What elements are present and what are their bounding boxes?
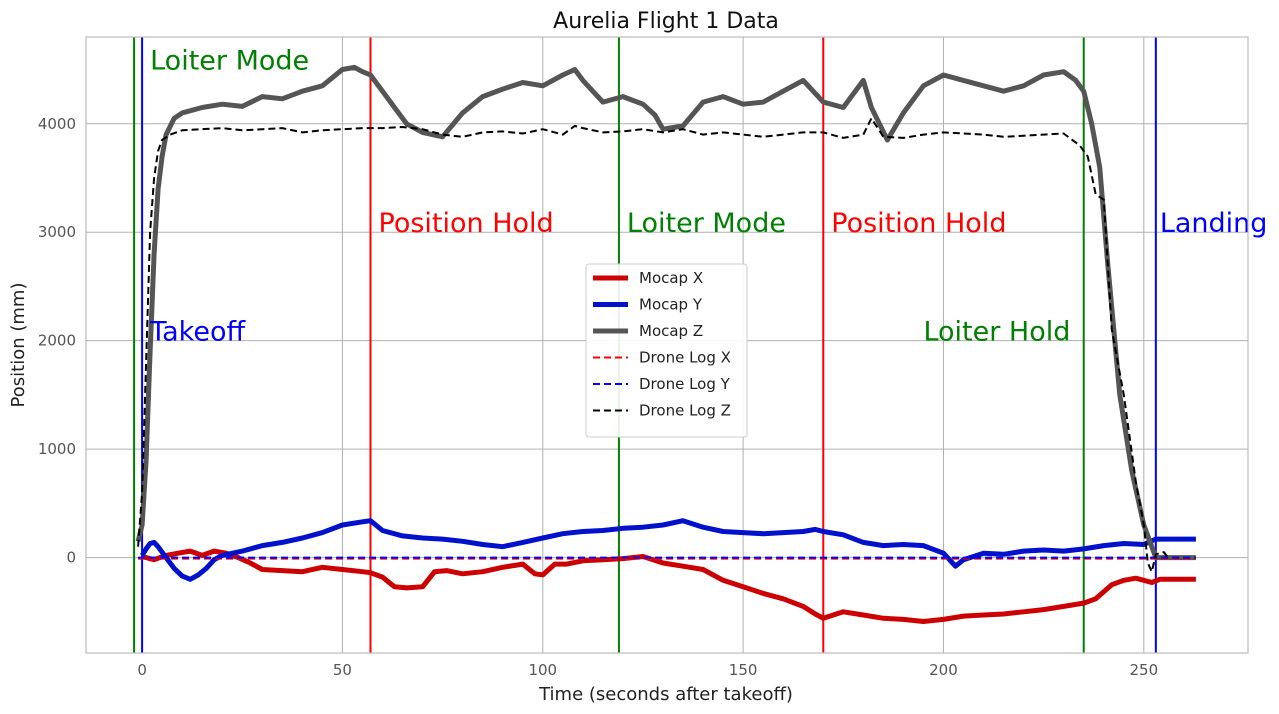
- series-drone-log-z: [137, 117, 1169, 573]
- y-axis-title: Position (mm): [8, 283, 29, 408]
- legend-label-drone-log-y: Drone Log Y: [639, 375, 731, 393]
- series-mocap-x: [141, 548, 1196, 624]
- legend-label-mocap-x: Mocap X: [639, 269, 703, 287]
- legend-label-mocap-z: Mocap Z: [639, 322, 703, 340]
- x-axis-title: Time (seconds after takeoff): [538, 684, 793, 705]
- annotation-landing: Landing: [1160, 208, 1268, 239]
- annotation-loiter-mode: Loiter Mode: [150, 46, 309, 77]
- x-tick-label: 150: [729, 661, 758, 679]
- x-tick-label: 100: [528, 661, 557, 679]
- legend-label-drone-log-x: Drone Log X: [639, 349, 731, 367]
- series-mocap-z: [135, 64, 1196, 561]
- x-tick-label: 0: [137, 661, 147, 679]
- y-tick-label: 2000: [38, 332, 76, 350]
- tick-labels: 0 50 100 150 200 250 0 1000 2000 3000 4000: [38, 115, 1158, 679]
- y-tick-label: 3000: [38, 223, 76, 241]
- legend: Mocap X Mocap Y Mocap Z Drone Log X Drone Lo…: [585, 263, 748, 438]
- annotation-takeoff: Takeoff: [149, 317, 246, 348]
- y-tick-label: 4000: [38, 115, 76, 133]
- annotation-loiter-mode: Loiter Mode: [627, 208, 786, 239]
- annotation-loiter-hold: Loiter Hold: [923, 317, 1070, 348]
- series-lines: [135, 64, 1196, 624]
- y-tick-label: 0: [66, 549, 76, 567]
- chart-title: Aurelia Flight 1 Data: [553, 9, 779, 34]
- x-tick-label: 250: [1130, 661, 1159, 679]
- x-tick-label: 200: [929, 661, 958, 679]
- plot-frame: [85, 36, 1249, 654]
- legend-label-mocap-y: Mocap Y: [639, 296, 703, 314]
- annotation-position-hold: Position Hold: [379, 208, 554, 239]
- y-tick-label: 1000: [38, 440, 76, 458]
- legend-box: [585, 263, 748, 438]
- series-mocap-y: [139, 518, 1196, 582]
- annotation-position-hold: Position Hold: [831, 208, 1006, 239]
- phase-annotations: Loiter Mode Takeoff Position Hold Loiter Mo…: [149, 46, 1267, 348]
- x-tick-label: 50: [333, 661, 352, 679]
- legend-label-drone-log-z: Drone Log Z: [639, 402, 731, 420]
